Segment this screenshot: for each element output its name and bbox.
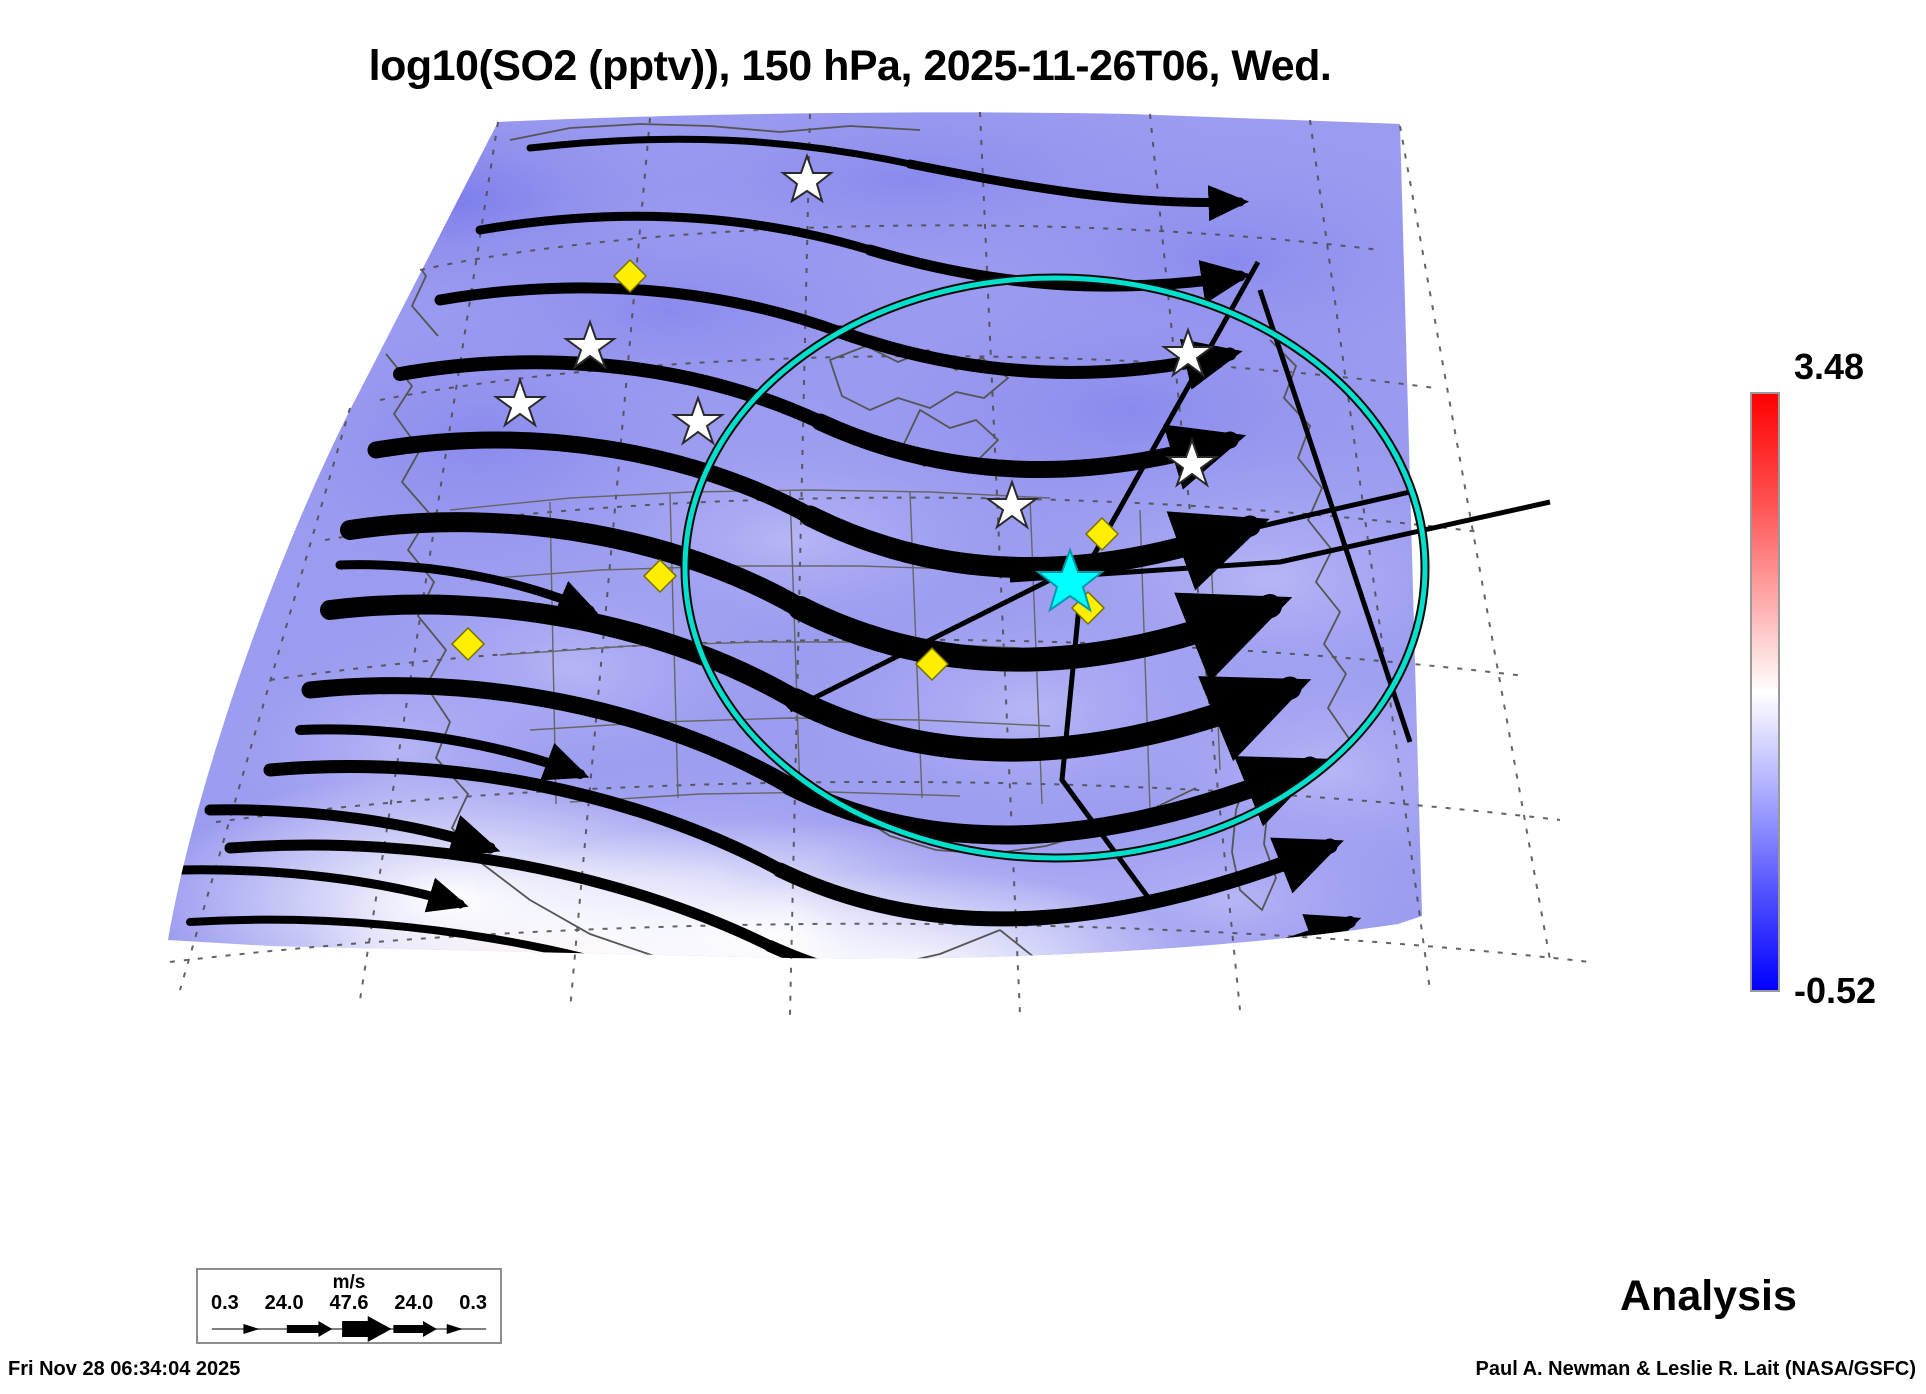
credits-label: Paul A. Newman & Leslie R. Lait (NASA/GS…	[1475, 1358, 1916, 1380]
wind-speed-legend: m/s 0.3 24.0 47.6 24.0 0.3	[196, 1268, 502, 1344]
colorbar-max-label: 3.48	[1794, 346, 1865, 387]
colorbar-gradient	[1750, 392, 1780, 992]
wind-legend-units-label: m/s	[332, 1272, 366, 1293]
range-circle	[680, 273, 1430, 863]
colorbar: 3.48 -0.52	[1742, 346, 1926, 1011]
primary-site-cyan-star[interactable]	[1035, 547, 1105, 613]
station-markers-white-star[interactable]	[492, 152, 1220, 530]
analysis-label: Analysis	[1620, 1272, 1797, 1320]
wind-legend-value: 0.3	[459, 1292, 488, 1314]
wind-legend-value: 0.3	[210, 1292, 239, 1314]
wind-legend-values: 0.3 24.0 47.6 24.0 0.3	[198, 1292, 500, 1315]
wind-streamlines	[175, 135, 1362, 959]
generation-timestamp: Fri Nov 28 06:34:04 2025	[8, 1358, 241, 1380]
page-title: log10(SO2 (pptv)), 150 hPa, 2025-11-26T0…	[368, 42, 1332, 90]
colorbar-min-label: -0.52	[1794, 970, 1877, 1011]
wind-legend-value: 47.6	[329, 1292, 369, 1314]
wind-legend-arrow-scale	[211, 1316, 487, 1342]
map-canvas[interactable]	[150, 110, 1710, 1270]
wind-legend-value: 24.0	[264, 1292, 304, 1314]
wind-legend-value: 24.0	[394, 1292, 434, 1314]
map-panel[interactable]	[150, 110, 1710, 1270]
